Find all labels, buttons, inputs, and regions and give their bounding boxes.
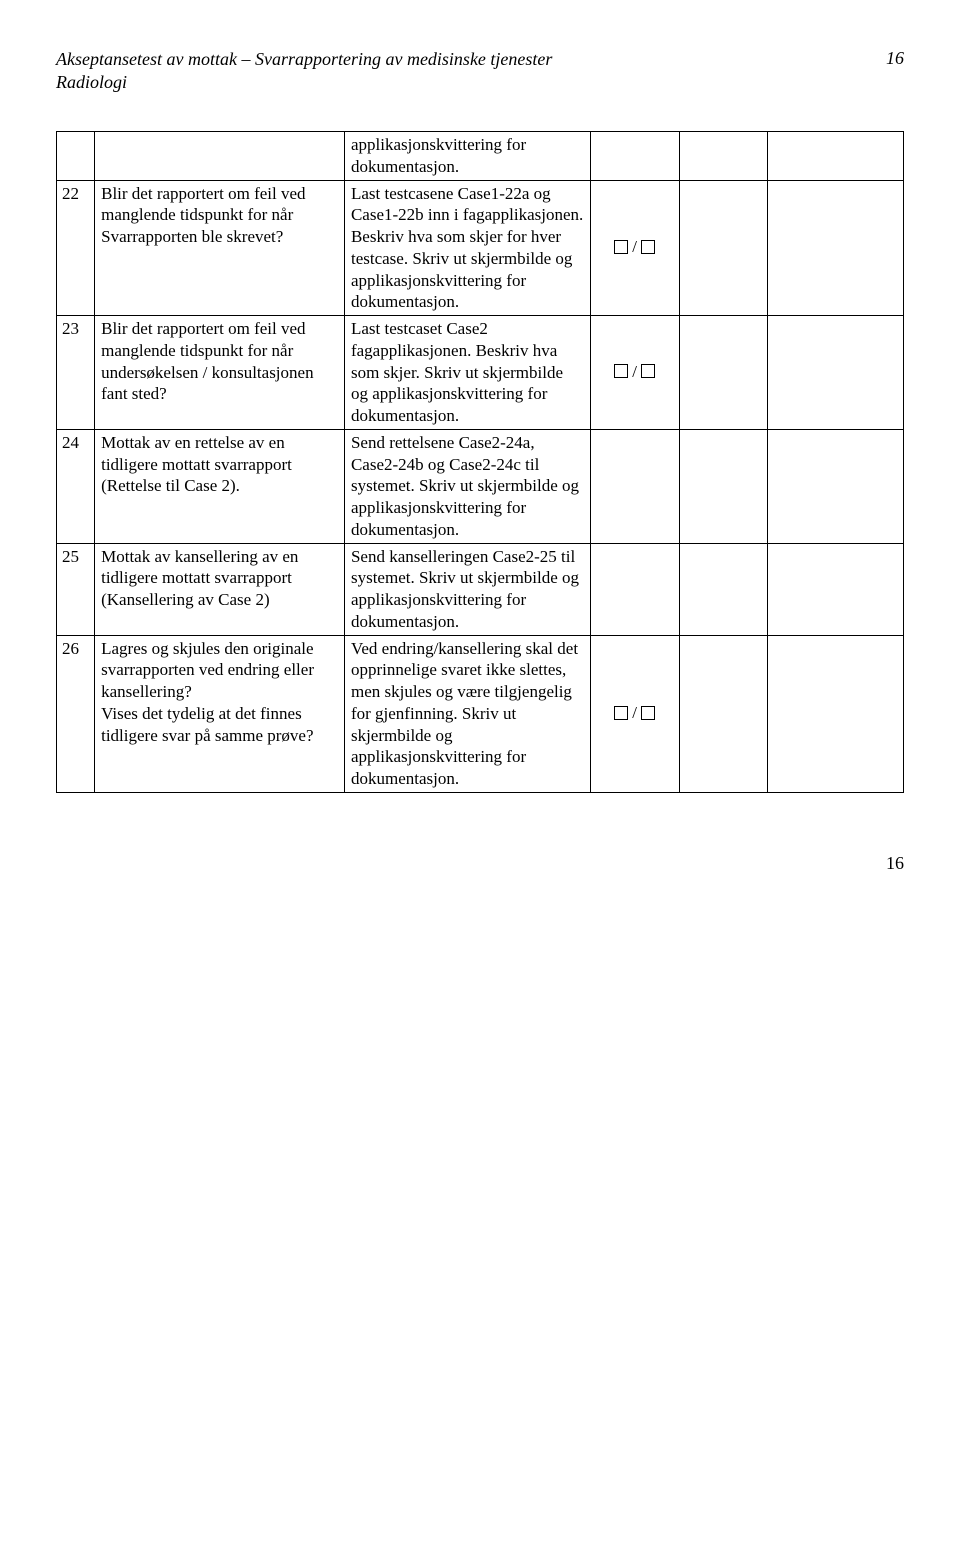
row-checkbox-cell	[590, 543, 679, 635]
table-row: 26Lagres og skjules den originale svarra…	[57, 635, 904, 792]
row-number: 23	[57, 316, 95, 430]
row-number: 26	[57, 635, 95, 792]
row-empty-1	[679, 180, 768, 316]
checkbox-icon[interactable]	[614, 706, 628, 720]
document-page: Akseptansetest av mottak – Svarrapporter…	[0, 0, 960, 914]
checkbox-icon[interactable]	[641, 240, 655, 254]
row-checkbox-cell: /	[590, 316, 679, 430]
table-row: 24Mottak av en rettelse av en tidligere …	[57, 429, 904, 543]
row-number: 25	[57, 543, 95, 635]
header-title-line1: Akseptansetest av mottak – Svarrapporter…	[56, 49, 552, 69]
row-checkbox-cell: /	[590, 635, 679, 792]
page-header: Akseptansetest av mottak – Svarrapporter…	[56, 48, 904, 93]
row-number: 24	[57, 429, 95, 543]
checkbox-separator: /	[630, 702, 639, 724]
test-table: applikasjonskvittering for dokumentasjon…	[56, 131, 904, 793]
header-title: Akseptansetest av mottak – Svarrapporter…	[56, 48, 552, 93]
checkbox-pair: /	[614, 361, 655, 383]
row-description: Mottak av en rettelse av en tidligere mo…	[95, 429, 345, 543]
checkbox-separator: /	[630, 236, 639, 258]
row-description: Blir det rapportert om feil ved manglend…	[95, 316, 345, 430]
row-description: Blir det rapportert om feil ved manglend…	[95, 180, 345, 316]
row-checkbox-cell	[590, 429, 679, 543]
row-action: Last testcaset Case2 fagapplikasjonen. B…	[344, 316, 590, 430]
row-number: 22	[57, 180, 95, 316]
row-empty-1	[679, 429, 768, 543]
checkbox-separator: /	[630, 361, 639, 383]
table-row: applikasjonskvittering for dokumentasjon…	[57, 132, 904, 181]
row-action: applikasjonskvittering for dokumentasjon…	[344, 132, 590, 181]
row-description: Mottak av kansellering av en tidligere m…	[95, 543, 345, 635]
checkbox-icon[interactable]	[641, 364, 655, 378]
row-description	[95, 132, 345, 181]
row-action: Ved endring/kansellering skal det opprin…	[344, 635, 590, 792]
row-checkbox-cell	[590, 132, 679, 181]
footer-page-number: 16	[56, 853, 904, 874]
row-empty-1	[679, 635, 768, 792]
table-row: 25Mottak av kansellering av en tidligere…	[57, 543, 904, 635]
header-page-number: 16	[886, 48, 904, 69]
checkbox-pair: /	[614, 236, 655, 258]
row-empty-2	[768, 543, 904, 635]
row-empty-2	[768, 635, 904, 792]
checkbox-icon[interactable]	[614, 240, 628, 254]
row-empty-2	[768, 132, 904, 181]
row-checkbox-cell: /	[590, 180, 679, 316]
row-empty-1	[679, 316, 768, 430]
row-empty-1	[679, 132, 768, 181]
row-empty-2	[768, 180, 904, 316]
row-empty-1	[679, 543, 768, 635]
checkbox-icon[interactable]	[641, 706, 655, 720]
table-row: 23Blir det rapportert om feil ved mangle…	[57, 316, 904, 430]
checkbox-icon[interactable]	[614, 364, 628, 378]
row-action: Last testcasene Case1-22a og Case1-22b i…	[344, 180, 590, 316]
header-title-line2: Radiologi	[56, 72, 127, 92]
row-description: Lagres og skjules den originale svarrapp…	[95, 635, 345, 792]
row-empty-2	[768, 316, 904, 430]
row-action: Send kanselleringen Case2-25 til systeme…	[344, 543, 590, 635]
checkbox-pair: /	[614, 702, 655, 724]
row-number	[57, 132, 95, 181]
row-empty-2	[768, 429, 904, 543]
row-action: Send rettelsene Case2-24a, Case2-24b og …	[344, 429, 590, 543]
table-row: 22Blir det rapportert om feil ved mangle…	[57, 180, 904, 316]
